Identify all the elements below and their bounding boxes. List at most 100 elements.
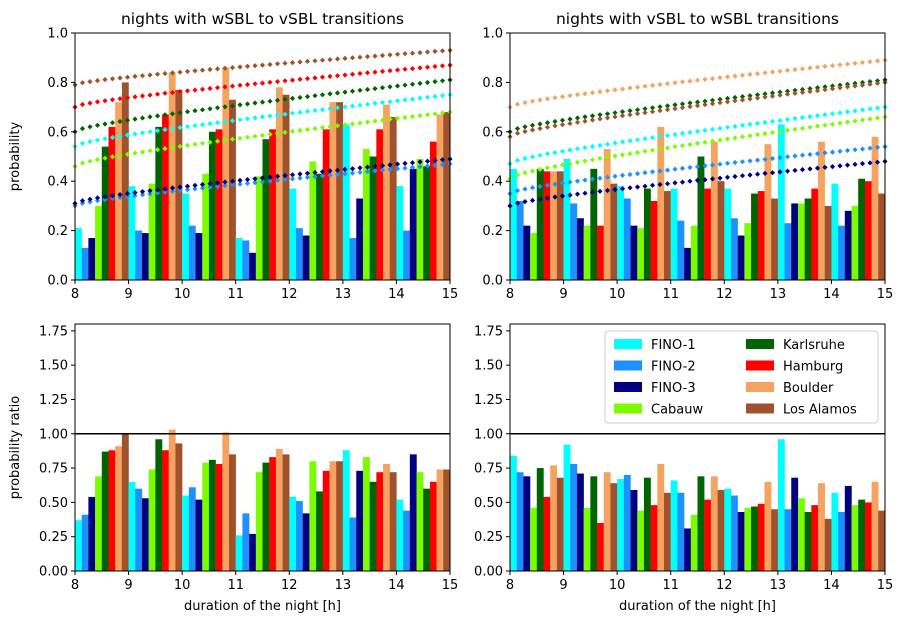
legend-swatch — [746, 339, 774, 349]
bar-cabauw — [637, 228, 645, 280]
fit-point — [297, 94, 303, 101]
fit-point — [522, 155, 528, 162]
fit-point — [372, 118, 378, 124]
fit-point — [394, 98, 401, 104]
bar-los-alamos — [610, 483, 618, 571]
fit-point — [334, 171, 341, 178]
fit-point — [192, 141, 198, 147]
fit-point — [769, 155, 776, 162]
bar-los-alamos — [175, 443, 183, 571]
fit-point — [514, 130, 521, 136]
bar-karlsruhe — [316, 173, 323, 280]
fit-point — [327, 172, 333, 178]
bar-fino-3 — [737, 511, 745, 571]
fit-point — [874, 144, 881, 150]
bar-fino-2 — [295, 228, 303, 280]
legend-label: Boulder — [783, 381, 834, 396]
fit-point — [387, 68, 393, 74]
bar-fino-1 — [128, 481, 136, 571]
fit-point — [327, 73, 333, 79]
fit-point — [709, 126, 716, 132]
fit-point — [87, 158, 93, 164]
fit-point — [184, 109, 191, 115]
fit-point — [364, 86, 371, 93]
fit-point — [814, 151, 821, 157]
fit-point — [169, 70, 176, 76]
y-tick-label: 0.6 — [482, 125, 503, 140]
fit-point — [589, 90, 596, 96]
fit-point — [792, 67, 798, 73]
fit-point — [102, 77, 108, 83]
bar-cabauw — [255, 176, 263, 280]
bar-cabauw — [416, 158, 424, 280]
x-tick-label: 9 — [124, 287, 132, 302]
fit-point — [619, 152, 626, 158]
bar-fino-2 — [677, 220, 685, 280]
bar-fino-1 — [342, 124, 350, 280]
fit-point — [544, 96, 551, 102]
x-tick-label: 14 — [823, 578, 840, 593]
fit-point — [747, 158, 753, 164]
fit-point — [79, 198, 86, 204]
fit-point — [304, 170, 311, 176]
fit-point — [349, 170, 356, 176]
x-tick-label: 8 — [506, 578, 514, 593]
bar-fino-1 — [75, 520, 82, 571]
fit-point — [837, 85, 843, 91]
fit-point — [132, 190, 138, 196]
fit-point — [807, 151, 813, 158]
y-tick-label: 0.8 — [482, 76, 503, 91]
fit-point — [432, 111, 438, 117]
fit-point — [229, 118, 236, 124]
axes-frame — [74, 323, 451, 572]
fit-point — [237, 181, 243, 187]
fit-point — [799, 89, 806, 95]
fit-point — [267, 61, 273, 68]
bar-fino-1 — [777, 124, 785, 280]
fit-point — [514, 126, 521, 132]
fit-point — [252, 180, 258, 186]
fit-point — [522, 199, 528, 205]
bar-fino-2 — [516, 200, 524, 280]
bar-los-alamos — [717, 490, 725, 571]
bar-los-alamos — [229, 454, 236, 571]
fit-point — [537, 152, 543, 158]
bar-hamburg — [757, 503, 765, 571]
fit-point — [259, 175, 266, 181]
fit-point — [762, 94, 768, 100]
fit-point — [79, 80, 86, 86]
fit-point — [732, 73, 738, 79]
x-tick-label: 11 — [227, 578, 244, 593]
fit-point — [109, 76, 116, 82]
bar-hamburg — [543, 496, 551, 571]
x-tick-label: 8 — [506, 287, 514, 302]
fit-point — [214, 180, 221, 186]
fit-point — [672, 144, 678, 150]
fit-point — [199, 181, 206, 188]
bar-los-alamos — [610, 183, 618, 280]
fit-point — [94, 157, 101, 163]
fit-point — [567, 179, 573, 185]
fit-point — [724, 136, 731, 142]
fit-point — [424, 49, 431, 55]
fit-point — [87, 139, 93, 145]
fit-point — [289, 77, 296, 83]
fit-point — [627, 112, 633, 118]
fit-point — [582, 118, 588, 124]
fit-point — [184, 187, 191, 193]
bar-fino-2 — [784, 509, 792, 571]
fit-point — [439, 63, 446, 69]
x-tick-label: 8 — [71, 578, 79, 593]
fit-point — [702, 76, 708, 82]
fit-point — [192, 87, 198, 93]
fit-point — [522, 124, 528, 130]
fit-point — [214, 66, 221, 72]
fit-point — [244, 116, 251, 122]
fit-point — [642, 136, 648, 142]
fit-point — [372, 163, 378, 169]
bar-los-alamos — [664, 492, 671, 571]
fit-point — [822, 122, 828, 128]
fit-point — [837, 62, 843, 68]
y-tick-label: 0.0 — [47, 274, 68, 289]
fit-point — [94, 198, 101, 204]
